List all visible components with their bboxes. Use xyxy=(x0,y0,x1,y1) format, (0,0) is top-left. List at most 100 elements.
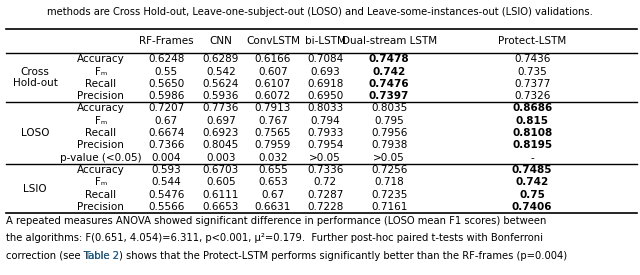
Text: Accuracy: Accuracy xyxy=(77,103,125,114)
Text: the algorithms: F(0.651, 4.054)=6.311, p<0.001, μ²=0.179.  Further post-hoc pair: the algorithms: F(0.651, 4.054)=6.311, p… xyxy=(6,233,543,243)
Text: 0.7565: 0.7565 xyxy=(255,128,291,138)
Text: 0.607: 0.607 xyxy=(258,67,288,76)
Text: 0.6653: 0.6653 xyxy=(203,202,239,212)
Text: 0.742: 0.742 xyxy=(372,67,406,76)
Text: 0.7959: 0.7959 xyxy=(255,141,291,150)
Text: A repeated measures ANOVA showed significant difference in performance (LOSO mea: A repeated measures ANOVA showed signifi… xyxy=(6,216,547,226)
Text: Fₘ: Fₘ xyxy=(95,67,107,76)
Text: 0.8195: 0.8195 xyxy=(512,141,552,150)
Text: 0.7933: 0.7933 xyxy=(307,128,343,138)
Text: 0.7436: 0.7436 xyxy=(514,54,550,64)
Text: 0.544: 0.544 xyxy=(152,177,181,187)
Text: 0.5986: 0.5986 xyxy=(148,91,184,101)
Text: 0.7377: 0.7377 xyxy=(514,79,550,89)
Text: 0.7256: 0.7256 xyxy=(371,165,407,175)
Text: 0.55: 0.55 xyxy=(155,67,178,76)
Text: Table 2: Table 2 xyxy=(84,251,120,260)
Text: 0.5476: 0.5476 xyxy=(148,190,184,200)
Text: Recall: Recall xyxy=(85,128,116,138)
Text: 0.6289: 0.6289 xyxy=(203,54,239,64)
Text: 0.72: 0.72 xyxy=(314,177,337,187)
Text: 0.7478: 0.7478 xyxy=(369,54,410,64)
Text: LOSO: LOSO xyxy=(21,128,49,138)
Text: methods are Cross Hold-out, Leave-one-subject-out (LOSO) and Leave-some-instance: methods are Cross Hold-out, Leave-one-su… xyxy=(47,7,593,17)
Text: bi-LSTM: bi-LSTM xyxy=(305,36,346,46)
Text: 0.7084: 0.7084 xyxy=(307,54,343,64)
Text: correction (see Table 2) shows that the Protect-LSTM performs significantly bett: correction (see Table 2) shows that the … xyxy=(6,251,568,260)
Text: 0.7736: 0.7736 xyxy=(203,103,239,114)
Text: 0.593: 0.593 xyxy=(152,165,181,175)
Text: RF-Frames: RF-Frames xyxy=(139,36,194,46)
Text: 0.75: 0.75 xyxy=(519,190,545,200)
Text: Precision: Precision xyxy=(77,141,124,150)
Text: 0.6111: 0.6111 xyxy=(203,190,239,200)
Text: 0.7228: 0.7228 xyxy=(307,202,343,212)
Text: 0.6631: 0.6631 xyxy=(255,202,291,212)
Text: 0.542: 0.542 xyxy=(206,67,236,76)
Text: -: - xyxy=(531,153,534,163)
Text: Recall: Recall xyxy=(85,79,116,89)
Text: p-value (<0.05): p-value (<0.05) xyxy=(60,153,141,163)
Text: 0.742: 0.742 xyxy=(516,177,548,187)
Text: 0.7235: 0.7235 xyxy=(371,190,407,200)
Text: 0.6072: 0.6072 xyxy=(255,91,291,101)
Text: 0.7485: 0.7485 xyxy=(512,165,552,175)
Text: 0.735: 0.735 xyxy=(517,67,547,76)
Text: 0.003: 0.003 xyxy=(206,153,236,163)
Text: 0.815: 0.815 xyxy=(516,116,548,126)
Text: 0.795: 0.795 xyxy=(374,116,404,126)
Text: 0.767: 0.767 xyxy=(258,116,288,126)
Text: 0.7397: 0.7397 xyxy=(369,91,410,101)
Text: Cross
Hold-out: Cross Hold-out xyxy=(13,67,58,89)
Text: CNN: CNN xyxy=(209,36,232,46)
Text: 0.5566: 0.5566 xyxy=(148,202,184,212)
Text: 0.653: 0.653 xyxy=(258,177,288,187)
Text: 0.7954: 0.7954 xyxy=(307,141,343,150)
Text: Fₘ: Fₘ xyxy=(95,116,107,126)
Text: Precision: Precision xyxy=(77,91,124,101)
Text: Precision: Precision xyxy=(77,202,124,212)
Text: 0.7207: 0.7207 xyxy=(148,103,184,114)
Text: 0.5624: 0.5624 xyxy=(203,79,239,89)
Text: 0.7336: 0.7336 xyxy=(307,165,343,175)
Text: 0.7476: 0.7476 xyxy=(369,79,410,89)
Text: 0.7326: 0.7326 xyxy=(514,91,550,101)
Text: 0.5650: 0.5650 xyxy=(148,79,184,89)
Text: ConvLSTM: ConvLSTM xyxy=(246,36,300,46)
Text: 0.6918: 0.6918 xyxy=(307,79,343,89)
Text: 0.8035: 0.8035 xyxy=(371,103,407,114)
Text: 0.8045: 0.8045 xyxy=(203,141,239,150)
Text: 0.8686: 0.8686 xyxy=(512,103,552,114)
Text: 0.7287: 0.7287 xyxy=(307,190,343,200)
Text: >0.05: >0.05 xyxy=(373,153,405,163)
Text: 0.7406: 0.7406 xyxy=(512,202,552,212)
Text: 0.6950: 0.6950 xyxy=(307,91,343,101)
Text: 0.67: 0.67 xyxy=(155,116,178,126)
Text: 0.6248: 0.6248 xyxy=(148,54,184,64)
Text: 0.7913: 0.7913 xyxy=(255,103,291,114)
Text: 0.605: 0.605 xyxy=(206,177,236,187)
Text: Fₘ: Fₘ xyxy=(95,177,107,187)
Text: 0.6674: 0.6674 xyxy=(148,128,184,138)
Text: 0.004: 0.004 xyxy=(152,153,181,163)
Text: 0.655: 0.655 xyxy=(258,165,288,175)
Text: 0.8108: 0.8108 xyxy=(512,128,552,138)
Text: 0.6923: 0.6923 xyxy=(203,128,239,138)
Text: Dual-stream LSTM: Dual-stream LSTM xyxy=(342,36,436,46)
Text: 0.6703: 0.6703 xyxy=(203,165,239,175)
Text: >0.05: >0.05 xyxy=(309,153,341,163)
Text: Accuracy: Accuracy xyxy=(77,165,125,175)
Text: 0.6166: 0.6166 xyxy=(255,54,291,64)
Text: 0.8033: 0.8033 xyxy=(307,103,343,114)
Text: 0.7956: 0.7956 xyxy=(371,128,407,138)
Text: 0.693: 0.693 xyxy=(310,67,340,76)
Text: 0.7938: 0.7938 xyxy=(371,141,407,150)
Text: 0.6107: 0.6107 xyxy=(255,79,291,89)
Text: Protect-LSTM: Protect-LSTM xyxy=(498,36,566,46)
Text: 0.794: 0.794 xyxy=(310,116,340,126)
Text: 0.5936: 0.5936 xyxy=(203,91,239,101)
Text: 0.67: 0.67 xyxy=(261,190,285,200)
Text: LSIO: LSIO xyxy=(24,183,47,194)
Text: 0.718: 0.718 xyxy=(374,177,404,187)
Text: Recall: Recall xyxy=(85,190,116,200)
